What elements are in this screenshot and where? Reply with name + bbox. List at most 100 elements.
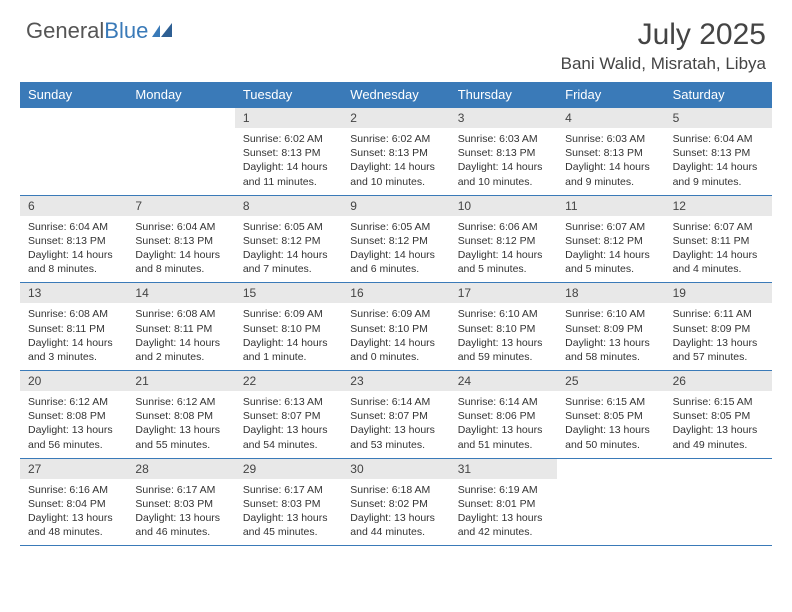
brand-logo: GeneralBlue [26,18,174,44]
calendar-cell: 17Sunrise: 6:10 AMSunset: 8:10 PMDayligh… [450,282,557,370]
day-header: Thursday [450,82,557,107]
calendar-cell [557,458,664,546]
calendar-cell: 5Sunrise: 6:04 AMSunset: 8:13 PMDaylight… [665,107,772,195]
day-details: Sunrise: 6:06 AMSunset: 8:12 PMDaylight:… [450,216,557,283]
day-details: Sunrise: 6:19 AMSunset: 8:01 PMDaylight:… [450,479,557,546]
day-number: 6 [20,196,127,216]
page-header: GeneralBlue July 2025 Bani Walid, Misrat… [0,0,792,82]
day-header: Monday [127,82,234,107]
day-number: 31 [450,459,557,479]
calendar-cell: 10Sunrise: 6:06 AMSunset: 8:12 PMDayligh… [450,195,557,283]
calendar-cell: 14Sunrise: 6:08 AMSunset: 8:11 PMDayligh… [127,282,234,370]
calendar-cell: 24Sunrise: 6:14 AMSunset: 8:06 PMDayligh… [450,370,557,458]
day-number: 14 [127,283,234,303]
day-details: Sunrise: 6:02 AMSunset: 8:13 PMDaylight:… [342,128,449,195]
day-number: 11 [557,196,664,216]
day-number: 30 [342,459,449,479]
day-header: Tuesday [235,82,342,107]
calendar: SundayMondayTuesdayWednesdayThursdayFrid… [20,82,772,545]
day-number: 9 [342,196,449,216]
day-details: Sunrise: 6:14 AMSunset: 8:06 PMDaylight:… [450,391,557,458]
day-number: 2 [342,108,449,128]
day-number: 22 [235,371,342,391]
day-details: Sunrise: 6:16 AMSunset: 8:04 PMDaylight:… [20,479,127,546]
day-details: Sunrise: 6:04 AMSunset: 8:13 PMDaylight:… [20,216,127,283]
location-text: Bani Walid, Misratah, Libya [561,54,766,74]
day-details: Sunrise: 6:09 AMSunset: 8:10 PMDaylight:… [342,303,449,370]
day-details: Sunrise: 6:11 AMSunset: 8:09 PMDaylight:… [665,303,772,370]
day-details: Sunrise: 6:12 AMSunset: 8:08 PMDaylight:… [20,391,127,458]
calendar-cell: 12Sunrise: 6:07 AMSunset: 8:11 PMDayligh… [665,195,772,283]
day-details: Sunrise: 6:04 AMSunset: 8:13 PMDaylight:… [127,216,234,283]
day-details: Sunrise: 6:17 AMSunset: 8:03 PMDaylight:… [127,479,234,546]
calendar-cell: 15Sunrise: 6:09 AMSunset: 8:10 PMDayligh… [235,282,342,370]
calendar-cell: 3Sunrise: 6:03 AMSunset: 8:13 PMDaylight… [450,107,557,195]
day-number: 23 [342,371,449,391]
day-number: 10 [450,196,557,216]
day-number: 4 [557,108,664,128]
day-number: 29 [235,459,342,479]
calendar-cell: 21Sunrise: 6:12 AMSunset: 8:08 PMDayligh… [127,370,234,458]
calendar-cell: 7Sunrise: 6:04 AMSunset: 8:13 PMDaylight… [127,195,234,283]
brand-part2: Blue [104,18,148,43]
calendar-cell: 1Sunrise: 6:02 AMSunset: 8:13 PMDaylight… [235,107,342,195]
day-details: Sunrise: 6:15 AMSunset: 8:05 PMDaylight:… [557,391,664,458]
month-title: July 2025 [561,18,766,52]
day-number: 1 [235,108,342,128]
brand-part1: General [26,18,104,43]
day-details: Sunrise: 6:15 AMSunset: 8:05 PMDaylight:… [665,391,772,458]
calendar-cell: 23Sunrise: 6:14 AMSunset: 8:07 PMDayligh… [342,370,449,458]
day-number: 12 [665,196,772,216]
day-header: Sunday [20,82,127,107]
day-details: Sunrise: 6:18 AMSunset: 8:02 PMDaylight:… [342,479,449,546]
day-number: 3 [450,108,557,128]
day-details: Sunrise: 6:10 AMSunset: 8:09 PMDaylight:… [557,303,664,370]
day-header: Friday [557,82,664,107]
calendar-cell: 13Sunrise: 6:08 AMSunset: 8:11 PMDayligh… [20,282,127,370]
calendar-cell: 6Sunrise: 6:04 AMSunset: 8:13 PMDaylight… [20,195,127,283]
day-number: 19 [665,283,772,303]
calendar-cell: 30Sunrise: 6:18 AMSunset: 8:02 PMDayligh… [342,458,449,546]
calendar-cell: 25Sunrise: 6:15 AMSunset: 8:05 PMDayligh… [557,370,664,458]
day-details: Sunrise: 6:07 AMSunset: 8:12 PMDaylight:… [557,216,664,283]
calendar-cell: 2Sunrise: 6:02 AMSunset: 8:13 PMDaylight… [342,107,449,195]
day-number: 7 [127,196,234,216]
calendar-cell: 4Sunrise: 6:03 AMSunset: 8:13 PMDaylight… [557,107,664,195]
calendar-cell: 16Sunrise: 6:09 AMSunset: 8:10 PMDayligh… [342,282,449,370]
day-details: Sunrise: 6:17 AMSunset: 8:03 PMDaylight:… [235,479,342,546]
brand-text: GeneralBlue [26,18,148,44]
day-number: 24 [450,371,557,391]
calendar-cell: 19Sunrise: 6:11 AMSunset: 8:09 PMDayligh… [665,282,772,370]
day-number: 18 [557,283,664,303]
day-number: 28 [127,459,234,479]
day-details: Sunrise: 6:08 AMSunset: 8:11 PMDaylight:… [20,303,127,370]
calendar-cell: 8Sunrise: 6:05 AMSunset: 8:12 PMDaylight… [235,195,342,283]
day-details: Sunrise: 6:13 AMSunset: 8:07 PMDaylight:… [235,391,342,458]
day-details: Sunrise: 6:07 AMSunset: 8:11 PMDaylight:… [665,216,772,283]
calendar-cell: 31Sunrise: 6:19 AMSunset: 8:01 PMDayligh… [450,458,557,546]
day-number: 21 [127,371,234,391]
calendar-header-row: SundayMondayTuesdayWednesdayThursdayFrid… [20,82,772,107]
calendar-cell: 29Sunrise: 6:17 AMSunset: 8:03 PMDayligh… [235,458,342,546]
calendar-cell: 22Sunrise: 6:13 AMSunset: 8:07 PMDayligh… [235,370,342,458]
calendar-body: 1Sunrise: 6:02 AMSunset: 8:13 PMDaylight… [20,107,772,545]
day-details: Sunrise: 6:09 AMSunset: 8:10 PMDaylight:… [235,303,342,370]
day-number: 17 [450,283,557,303]
day-number: 25 [557,371,664,391]
flag-icon [152,23,174,39]
day-header: Saturday [665,82,772,107]
day-details: Sunrise: 6:14 AMSunset: 8:07 PMDaylight:… [342,391,449,458]
title-block: July 2025 Bani Walid, Misratah, Libya [561,18,766,74]
day-details: Sunrise: 6:08 AMSunset: 8:11 PMDaylight:… [127,303,234,370]
day-details: Sunrise: 6:10 AMSunset: 8:10 PMDaylight:… [450,303,557,370]
calendar-cell [665,458,772,546]
day-number: 15 [235,283,342,303]
day-number: 27 [20,459,127,479]
calendar-cell: 27Sunrise: 6:16 AMSunset: 8:04 PMDayligh… [20,458,127,546]
day-details: Sunrise: 6:04 AMSunset: 8:13 PMDaylight:… [665,128,772,195]
day-details: Sunrise: 6:05 AMSunset: 8:12 PMDaylight:… [235,216,342,283]
day-details: Sunrise: 6:02 AMSunset: 8:13 PMDaylight:… [235,128,342,195]
calendar-cell: 26Sunrise: 6:15 AMSunset: 8:05 PMDayligh… [665,370,772,458]
day-number: 5 [665,108,772,128]
calendar-cell: 28Sunrise: 6:17 AMSunset: 8:03 PMDayligh… [127,458,234,546]
